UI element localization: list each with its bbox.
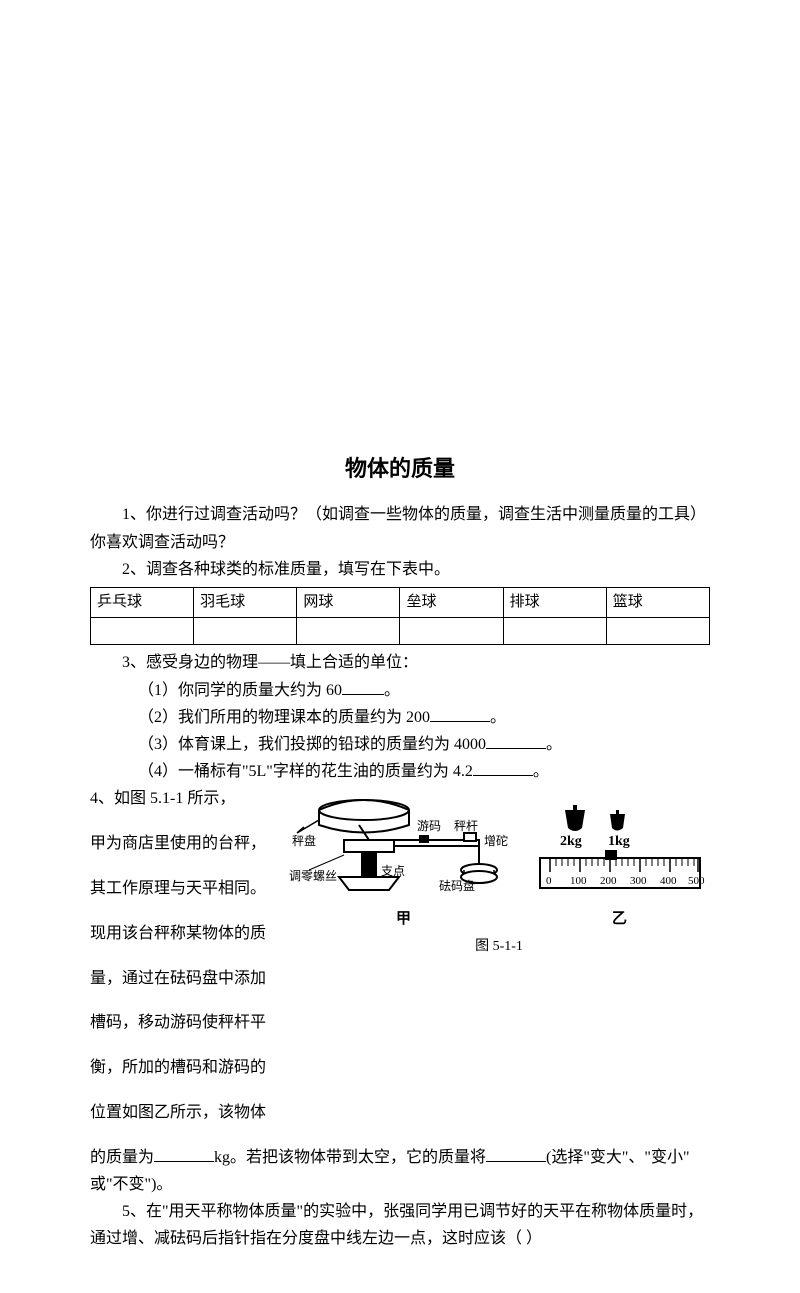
label-2kg: 2kg <box>560 834 582 849</box>
q3-4b: 。 <box>533 763 549 780</box>
blank[interactable] <box>486 1145 546 1162</box>
blank[interactable] <box>473 759 533 776</box>
q4-l7: 位置如图乙所示，该物体 <box>90 1099 280 1128</box>
q3-2b: 。 <box>490 709 506 726</box>
q4-l1: 甲为商店里使用的台秤， <box>90 830 280 859</box>
q4ta: 的质量为 <box>90 1149 154 1166</box>
q3-1a: （1）你同学的质量大约为 60 <box>138 682 342 699</box>
q4-l6: 衡，所加的槽码和游码的 <box>90 1054 280 1083</box>
td-blank[interactable] <box>297 618 400 645</box>
th-tennis: 网球 <box>297 587 400 618</box>
blank[interactable] <box>430 705 490 722</box>
q3-1b: 。 <box>384 682 400 699</box>
q4-tail2: 或"不变")。 <box>90 1171 710 1198</box>
q3-2: （2）我们所用的物理课本的质量约为 200 。 <box>90 704 710 731</box>
td-blank[interactable] <box>91 618 194 645</box>
q1: 1、你进行过调查活动吗？（如调查一些物体的质量，调查生活中测量质量的工具）你喜欢… <box>90 501 710 555</box>
svg-text:400: 400 <box>660 875 677 887</box>
page-title: 物体的质量 <box>90 450 710 487</box>
ball-table: 乒乓球 羽毛球 网球 垒球 排球 篮球 <box>90 587 710 646</box>
svg-text:0: 0 <box>546 875 552 887</box>
q3-3: （3）体育课上，我们投掷的铅球的质量约为 4000 。 <box>90 731 710 758</box>
label-pivot: 支点 <box>381 864 405 878</box>
q4-l3: 现用该台秤称某物体的质 <box>90 920 280 949</box>
q3-3a: （3）体育课上，我们投掷的铅球的质量约为 4000 <box>138 736 486 753</box>
svg-text:500: 500 <box>688 875 705 887</box>
blank[interactable] <box>342 678 384 695</box>
td-blank[interactable] <box>400 618 503 645</box>
label-beam: 秤杆 <box>454 819 478 833</box>
label-1kg: 1kg <box>608 834 630 849</box>
q3-4a: （4）一桶标有"5L"字样的花生油的质量约为 4.2 <box>138 763 473 780</box>
th-pingpong: 乒乓球 <box>91 587 194 618</box>
q4-l0: 4、如图 5.1-1 所示， <box>90 785 280 814</box>
figure-jia: 秤盘 调零螺丝 支点 游码 秤杆 增砣 <box>289 785 519 933</box>
th-badminton: 羽毛球 <box>194 587 297 618</box>
label-pan: 秤盘 <box>292 833 316 848</box>
q3-lead: 3、感受身边的物理——填上合适的单位： <box>90 649 710 676</box>
td-blank[interactable] <box>606 618 709 645</box>
q3-4: （4）一桶标有"5L"字样的花生油的质量约为 4.2 。 <box>90 758 710 785</box>
q3-1: （1）你同学的质量大约为 60 。 <box>90 677 710 704</box>
figure-area: 秤盘 调零螺丝 支点 游码 秤杆 增砣 <box>288 785 710 958</box>
svg-text:100: 100 <box>570 875 587 887</box>
label-slider: 游码 <box>417 819 441 833</box>
figure-caption: 图 5-1-1 <box>288 935 710 959</box>
label-add: 增砣 <box>484 833 508 848</box>
svg-text:200: 200 <box>600 875 617 887</box>
td-blank[interactable] <box>194 618 297 645</box>
label-weightpan: 砝码盘 <box>439 878 475 893</box>
th-softball: 垒球 <box>400 587 503 618</box>
q5b: 通过增、减砝码后指针指在分度盘中线左边一点，这时应该（ ） <box>90 1225 710 1252</box>
q3-2a: （2）我们所用的物理课本的质量约为 200 <box>138 709 430 726</box>
th-basketball: 篮球 <box>606 587 709 618</box>
blank[interactable] <box>154 1145 214 1162</box>
q4tb: kg。若把该物体带到太空，它的质量将 <box>214 1149 486 1166</box>
q5a: 5、在"用天平称物体质量"的实验中，张强同学用已调节好的天平在称物体质量时， <box>90 1198 710 1225</box>
q2: 2、调查各种球类的标准质量，填写在下表中。 <box>90 556 710 583</box>
blank[interactable] <box>486 732 546 749</box>
cap-yi: 乙 <box>530 907 710 933</box>
td-blank[interactable] <box>503 618 606 645</box>
q4-l5: 槽码，移动游码使秤杆平 <box>90 1009 280 1038</box>
svg-text:300: 300 <box>630 875 647 887</box>
q4-l4: 量，通过在砝码盘中添加 <box>90 965 280 994</box>
cap-jia: 甲 <box>289 907 519 933</box>
figure-yi: 2kg 1kg <box>530 800 710 933</box>
q4-text: 4、如图 5.1-1 所示， 甲为商店里使用的台秤， 其工作原理与天平相同。 现… <box>90 785 280 1143</box>
q4-tail: 的质量为 kg。若把该物体带到太空，它的质量将 (选择"变大"、"变小" <box>90 1144 710 1171</box>
q4tc: (选择"变大"、"变小" <box>546 1149 689 1166</box>
label-zero: 调零螺丝 <box>289 869 337 883</box>
th-volleyball: 排球 <box>503 587 606 618</box>
q4-l2: 其工作原理与天平相同。 <box>90 875 280 904</box>
q3-3b: 。 <box>546 736 562 753</box>
